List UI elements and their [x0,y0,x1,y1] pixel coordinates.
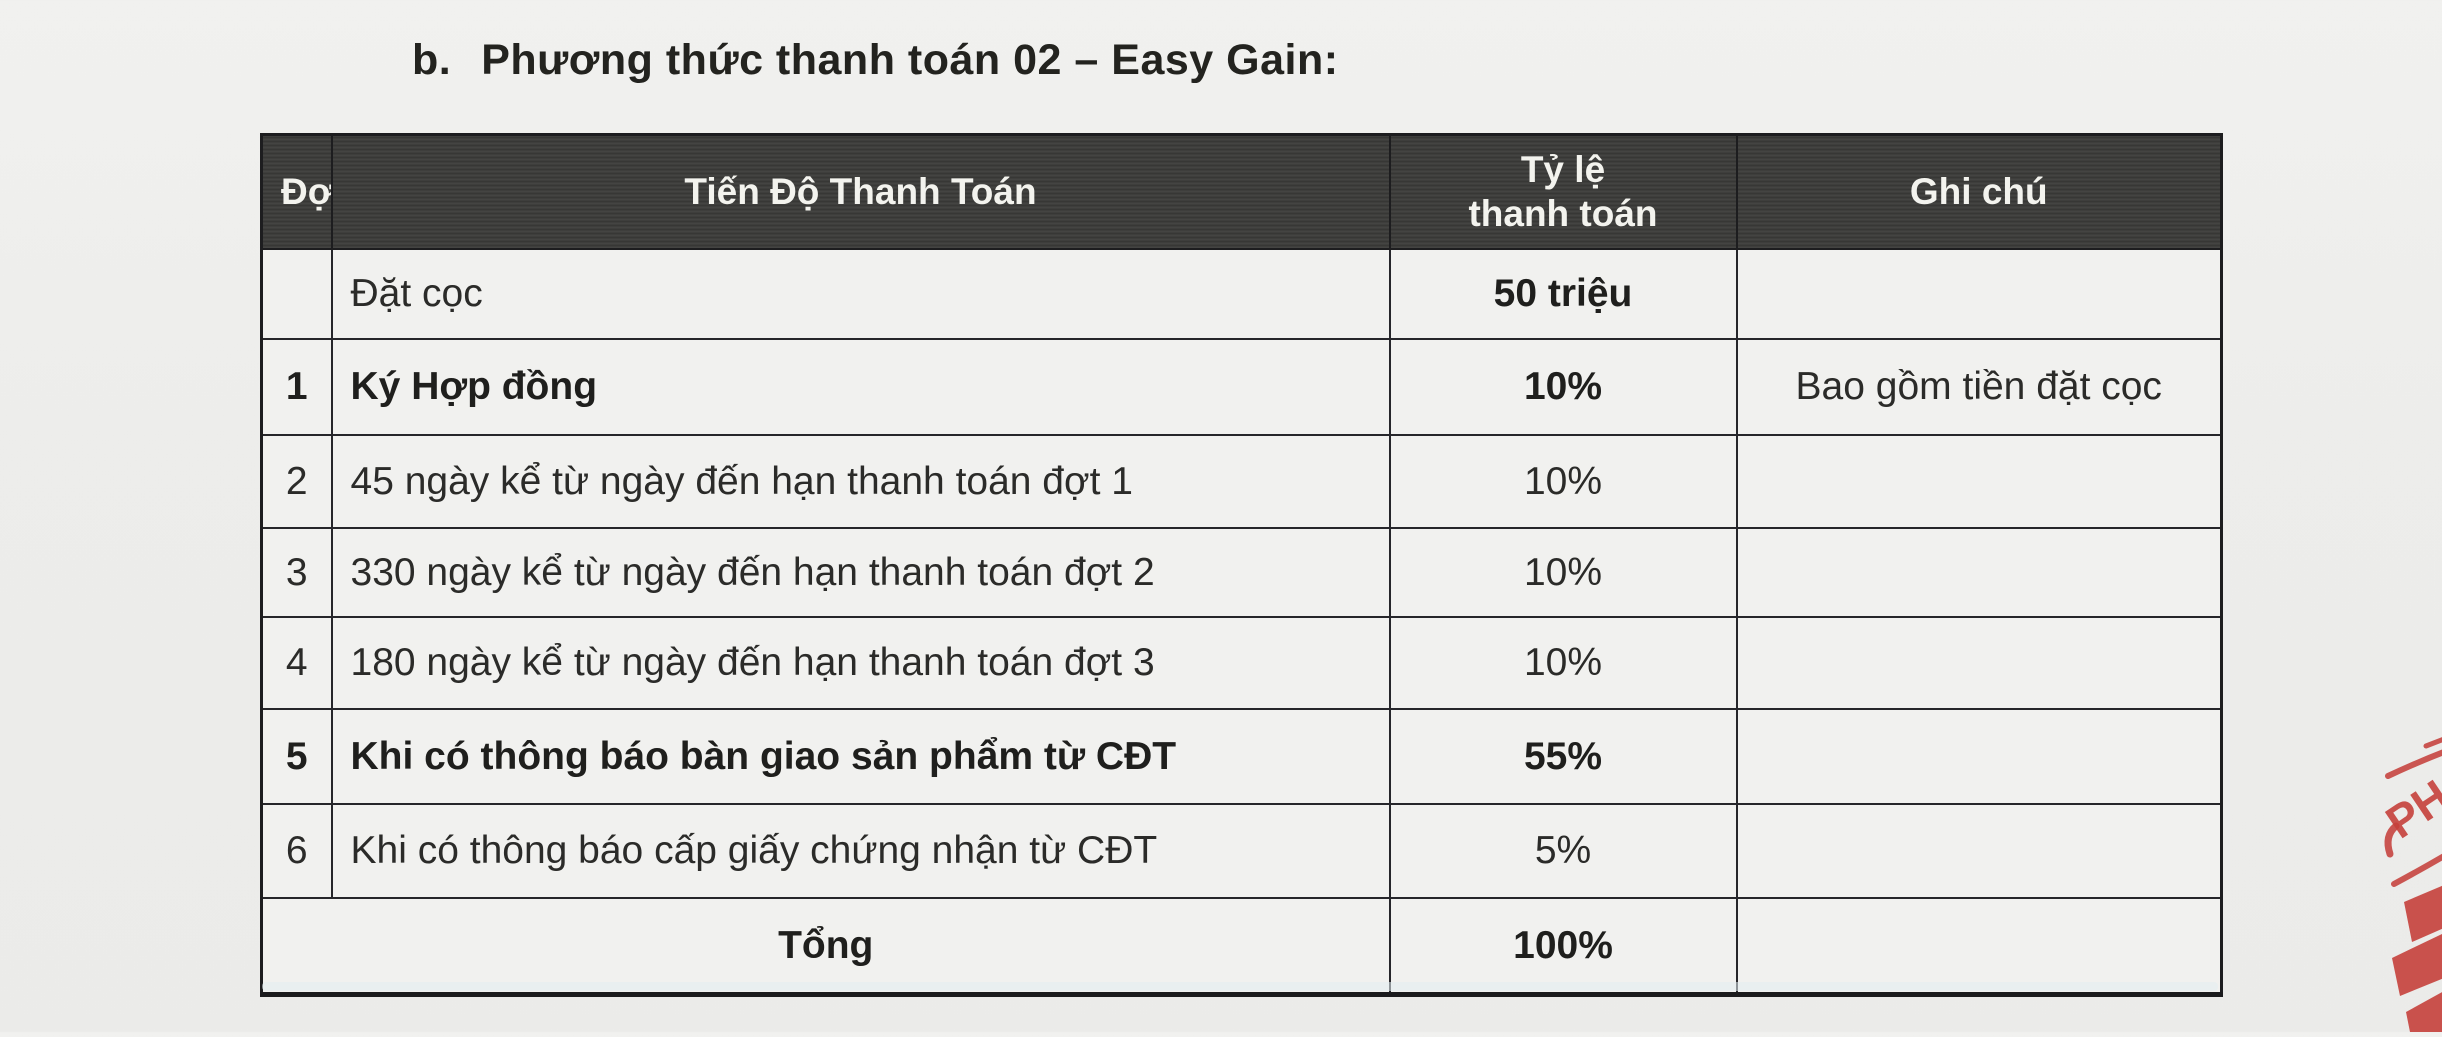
note-cell [1735,708,2223,805]
dot-cell: 1 [260,338,333,436]
payment-schedule-table: Đợt Tiến Độ Thanh Toán Tỷ lệ thanh toán … [260,133,2223,997]
schedule-cell: Khi có thông báo bàn giao sản phẩm từ CĐ… [330,708,1391,805]
rate-cell: 10% [1388,527,1738,618]
schedule-cell: 180 ngày kể từ ngày đến hạn thanh toán đ… [330,616,1391,710]
table-row-3: 3 330 ngày kể từ ngày đến hạn thanh toán… [260,527,2223,618]
schedule-cell: Đặt cọc [330,248,1391,340]
header-rate-line1: Tỷ lệ [1520,149,1606,191]
note-cell [1735,527,2223,618]
dot-cell: 6 [260,803,333,899]
header-dot: Đợt [260,133,333,250]
total-note-cell [1735,897,2223,997]
rate-cell: 55% [1388,708,1738,805]
dot-cell: 3 [260,527,333,618]
total-rate-cell: 100% [1388,897,1738,997]
dot-cell: 5 [260,708,333,805]
table-row-5: 5 Khi có thông báo bàn giao sản phẩm từ … [260,708,2223,805]
table-row-4: 4 180 ngày kể từ ngày đến hạn thanh toán… [260,616,2223,710]
schedule-cell: 45 ngày kể từ ngày đến hạn thanh toán đợ… [330,434,1391,529]
schedule-cell: Ký Hợp đồng [330,338,1391,436]
table-row-deposit: Đặt cọc 50 triệu [260,248,2223,340]
schedule-cell: Khi có thông báo cấp giấy chứng nhận từ … [330,803,1391,899]
rate-cell: 50 triệu [1388,248,1738,340]
dot-cell [260,248,333,340]
table-row-2: 2 45 ngày kể từ ngày đến hạn thanh toán … [260,434,2223,529]
schedule-cell: 330 ngày kể từ ngày đến hạn thanh toán đ… [330,527,1391,618]
table-row-6: 6 Khi có thông báo cấp giấy chứng nhận t… [260,803,2223,899]
table-header-row: Đợt Tiến Độ Thanh Toán Tỷ lệ thanh toán … [260,133,2223,250]
header-rate-line2: thanh toán [1468,193,1658,234]
red-stamp-icon: PH [2340,688,2442,1032]
rate-cell: 10% [1388,338,1738,436]
note-cell [1735,803,2223,899]
dot-cell: 4 [260,616,333,710]
header-note: Ghi chú [1735,133,2223,250]
rate-cell: 5% [1388,803,1738,899]
section-title: Phương thức thanh toán 02 – Easy Gain: [481,36,1339,84]
header-schedule: Tiến Độ Thanh Toán [330,133,1391,250]
section-heading: b. Phương thức thanh toán 02 – Easy Gain… [412,36,1339,85]
note-cell: Bao gồm tiền đặt cọc [1735,338,2223,436]
rate-cell: 10% [1388,434,1738,529]
header-rate: Tỷ lệ thanh toán [1388,133,1738,250]
section-marker: b. [412,36,452,84]
svg-text:PH: PH [2377,769,2442,848]
note-cell [1735,434,2223,529]
note-cell [1735,248,2223,340]
rate-cell: 10% [1388,616,1738,710]
scan-artifact-line [262,982,2218,991]
note-cell [1735,616,2223,710]
total-label-cell: Tổng [260,897,1391,997]
table-row-1: 1 Ký Hợp đồng 10% Bao gồm tiền đặt cọc [260,338,2223,436]
dot-cell: 2 [260,434,333,529]
table-row-total: Tổng 100% [260,897,2223,997]
